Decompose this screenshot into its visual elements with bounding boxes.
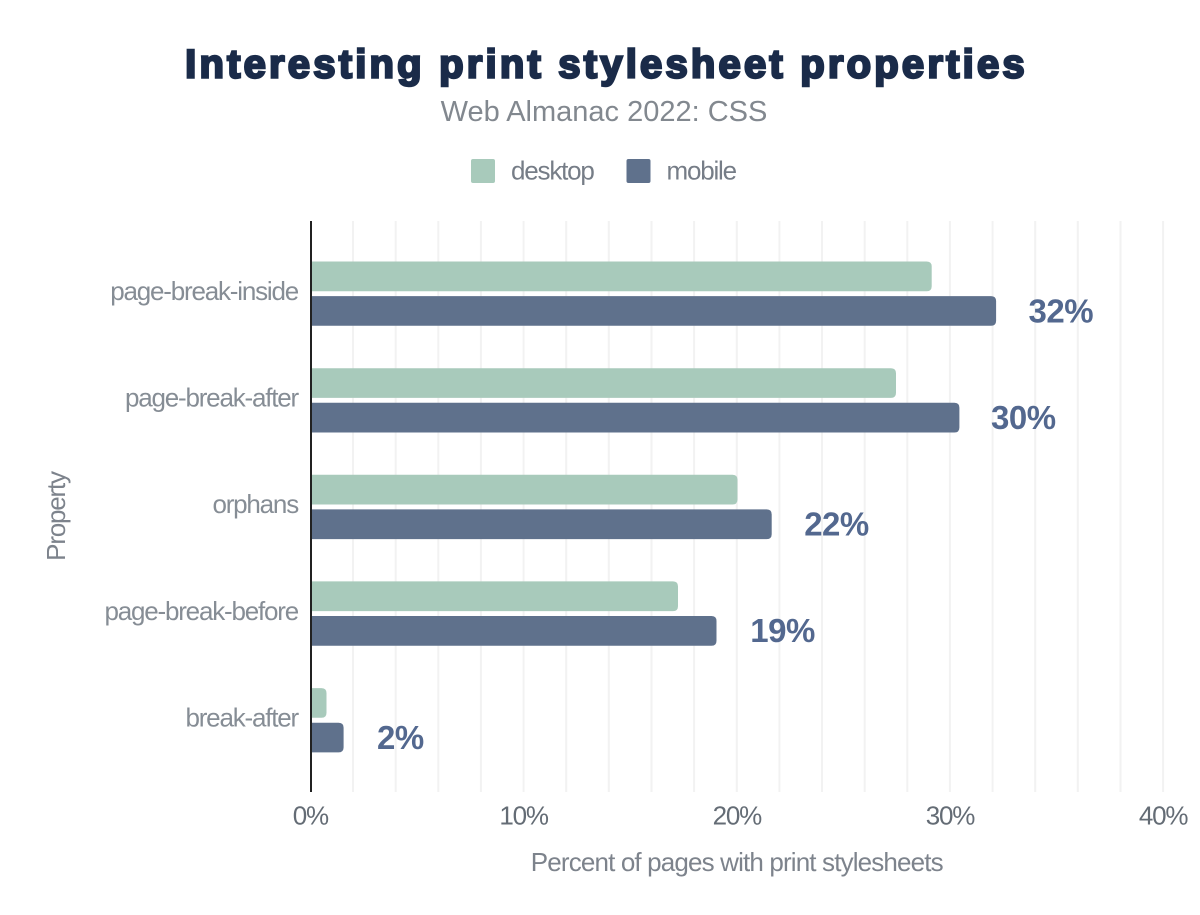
svg-text:orphans: orphans: [212, 489, 299, 519]
svg-text:0%: 0%: [293, 801, 329, 831]
svg-text:30%: 30%: [991, 399, 1056, 436]
svg-text:10%: 10%: [499, 801, 549, 831]
svg-text:mobile: mobile: [667, 156, 737, 186]
svg-text:page-break-after: page-break-after: [125, 383, 300, 413]
svg-text:Interesting print stylesheet p: Interesting print stylesheet properties: [185, 43, 1028, 87]
svg-text:32%: 32%: [1029, 292, 1094, 329]
svg-text:Percent of pages with print st: Percent of pages with print stylesheets: [531, 847, 944, 877]
svg-text:Web Almanac 2022: CSS: Web Almanac 2022: CSS: [441, 96, 768, 128]
svg-text:22%: 22%: [804, 506, 869, 543]
svg-text:Property: Property: [41, 471, 71, 561]
svg-text:19%: 19%: [750, 612, 815, 649]
svg-text:page-break-inside: page-break-inside: [110, 276, 298, 306]
svg-text:desktop: desktop: [511, 156, 594, 186]
svg-text:page-break-before: page-break-before: [104, 596, 298, 626]
svg-text:30%: 30%: [926, 801, 976, 831]
svg-text:break-after: break-after: [185, 703, 299, 733]
svg-text:2%: 2%: [377, 719, 424, 756]
svg-text:20%: 20%: [713, 801, 763, 831]
svg-text:40%: 40%: [1139, 801, 1189, 831]
